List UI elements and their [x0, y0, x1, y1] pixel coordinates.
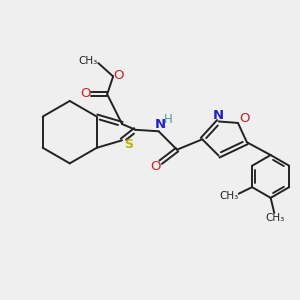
Text: O: O [150, 160, 160, 172]
Text: S: S [124, 138, 133, 151]
Text: O: O [239, 112, 250, 125]
Text: O: O [113, 69, 124, 82]
Text: O: O [80, 87, 91, 100]
Text: N: N [154, 118, 166, 131]
Text: N: N [212, 109, 224, 122]
Text: CH₃: CH₃ [79, 56, 98, 66]
Text: CH₃: CH₃ [266, 213, 285, 223]
Text: H: H [164, 113, 172, 126]
Text: CH₃: CH₃ [220, 191, 239, 201]
